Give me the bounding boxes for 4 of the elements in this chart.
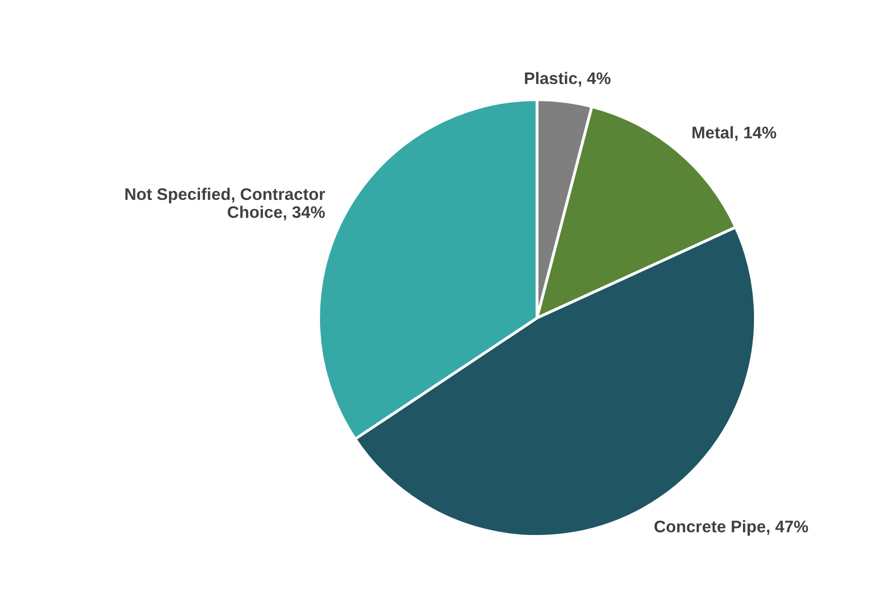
slice-label: Metal, 14% [692,126,776,141]
slice-label: Not Specified, Contractor Choice, 34% [125,188,325,220]
slice-label: Plastic, 4% [524,72,611,87]
slice-label: Concrete Pipe, 47% [654,520,808,536]
